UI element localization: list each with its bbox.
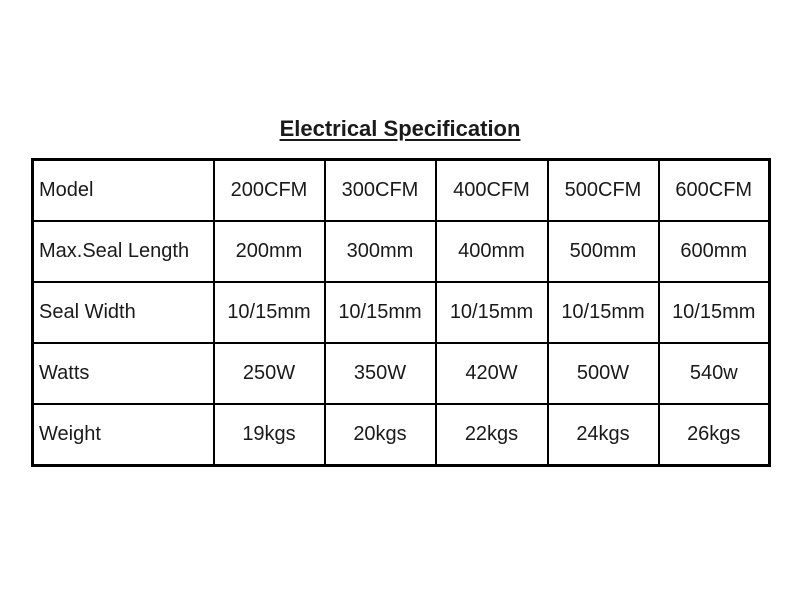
cell-model-500cfm: 500CFM [546,158,660,222]
cell-watts-1: 250W [212,342,326,405]
cell-seal-width-3: 10/15mm [434,281,549,344]
cell-seal-width-4: 10/15mm [546,281,660,344]
row-label-max-seal-length: Max.Seal Length [31,220,215,283]
cell-weight-4: 24kgs [546,403,660,467]
cell-seal-length-5: 600mm [657,220,771,283]
table-row-weight: Weight 19kgs 20kgs 22kgs 24kgs 26kgs [31,403,771,467]
cell-watts-3: 420W [434,342,549,405]
cell-model-400cfm: 400CFM [434,158,549,222]
cell-seal-length-4: 500mm [546,220,660,283]
cell-weight-2: 20kgs [323,403,437,467]
row-label-model: Model [31,158,215,222]
cell-seal-length-3: 400mm [434,220,549,283]
cell-watts-5: 540w [657,342,771,405]
row-label-watts: Watts [31,342,215,405]
cell-weight-3: 22kgs [434,403,549,467]
cell-model-200cfm: 200CFM [212,158,326,222]
cell-watts-2: 350W [323,342,437,405]
table-row-max-seal-length: Max.Seal Length 200mm 300mm 400mm 500mm … [31,220,771,283]
cell-weight-5: 26kgs [657,403,771,467]
electrical-specification-table: Model 200CFM 300CFM 400CFM 500CFM 600CFM… [31,158,771,467]
cell-seal-length-1: 200mm [212,220,326,283]
cell-weight-1: 19kgs [212,403,326,467]
cell-seal-width-1: 10/15mm [212,281,326,344]
table-row-watts: Watts 250W 350W 420W 500W 540w [31,342,771,405]
cell-watts-4: 500W [546,342,660,405]
table-row-seal-width: Seal Width 10/15mm 10/15mm 10/15mm 10/15… [31,281,771,344]
cell-seal-width-5: 10/15mm [657,281,771,344]
cell-model-300cfm: 300CFM [323,158,437,222]
row-label-seal-width: Seal Width [31,281,215,344]
cell-model-600cfm: 600CFM [657,158,771,222]
row-label-weight: Weight [31,403,215,467]
table-row-model: Model 200CFM 300CFM 400CFM 500CFM 600CFM [31,158,771,222]
page-title: Electrical Specification [279,116,521,141]
cell-seal-length-2: 300mm [323,220,437,283]
cell-seal-width-2: 10/15mm [323,281,437,344]
